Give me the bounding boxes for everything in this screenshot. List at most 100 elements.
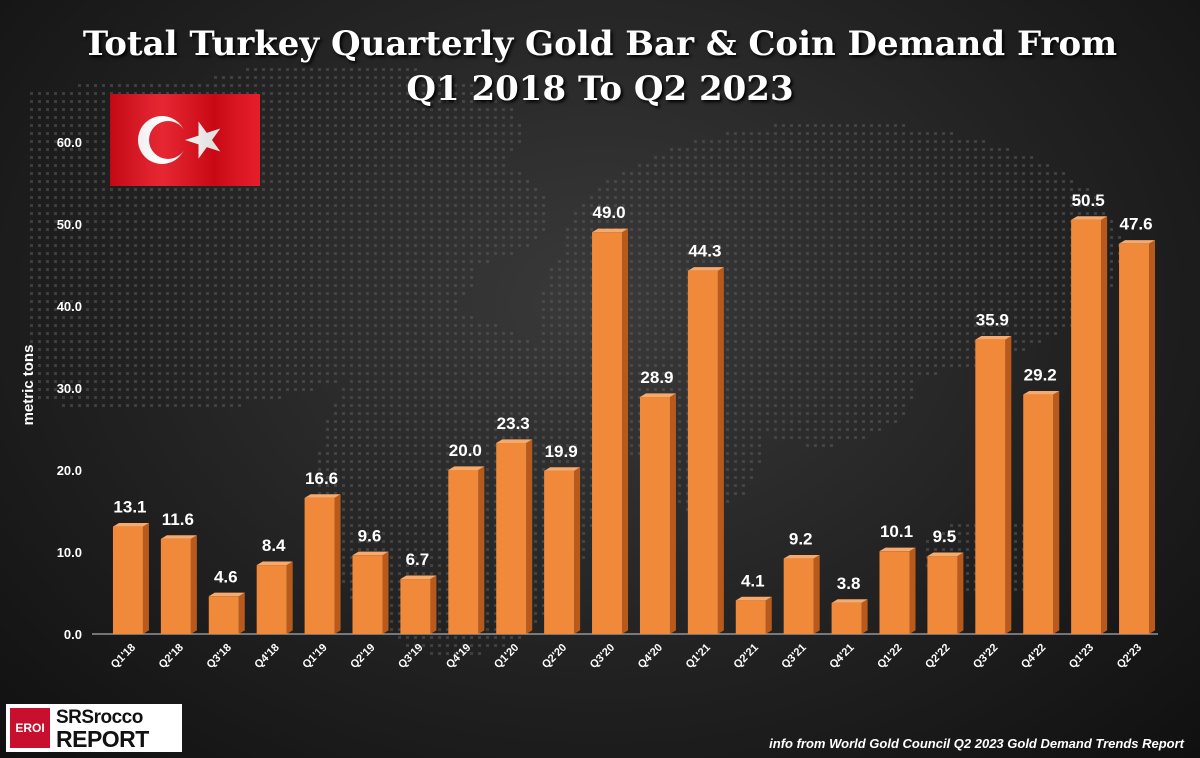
turkey-flag-icon xyxy=(110,94,260,186)
bar xyxy=(448,470,479,634)
x-tick-label: Q3'19 xyxy=(396,642,425,671)
bar xyxy=(1071,219,1102,634)
data-label: 4.6 xyxy=(214,567,238,586)
data-label: 20.0 xyxy=(449,441,482,460)
bar-side xyxy=(1101,216,1108,635)
bar-side xyxy=(669,393,676,634)
chart-title: Total Turkey Quarterly Gold Bar & Coin D… xyxy=(0,22,1200,112)
bar-side xyxy=(478,466,485,634)
map-dots xyxy=(30,68,1121,655)
bar-side xyxy=(430,575,437,634)
bar-side xyxy=(957,552,964,634)
bar xyxy=(256,565,287,634)
bar-side xyxy=(909,547,916,634)
bar-top xyxy=(1119,240,1156,244)
bar-top xyxy=(831,599,868,603)
data-label: 11.6 xyxy=(162,510,194,529)
y-tick-label: 30.0 xyxy=(57,381,82,396)
x-tick-label: Q2'22 xyxy=(923,642,952,671)
bar-side xyxy=(1053,390,1060,634)
data-label: 28.9 xyxy=(640,368,673,387)
bar-side xyxy=(717,267,724,634)
x-tick-label: Q2'21 xyxy=(732,642,761,671)
logo-text-line-2: REPORT xyxy=(56,726,149,752)
chart-title-line-2: Q1 2018 To Q2 2023 xyxy=(406,69,794,109)
bar-top xyxy=(639,393,676,398)
x-tick-label: Q3'18 xyxy=(205,642,234,671)
x-tick-label: Q4'22 xyxy=(1019,642,1048,671)
data-label: 50.5 xyxy=(1072,191,1105,210)
data-label: 4.1 xyxy=(741,571,765,590)
bar-side xyxy=(286,561,293,634)
bar-top xyxy=(304,494,341,498)
data-label: 19.9 xyxy=(545,442,578,461)
bar-top xyxy=(112,522,149,527)
x-tick-label: Q1'20 xyxy=(492,642,521,671)
bar xyxy=(208,596,239,634)
data-label: 9.5 xyxy=(933,527,957,546)
bar xyxy=(1119,243,1150,634)
x-tick-label: Q2'19 xyxy=(348,642,377,671)
bar xyxy=(496,442,527,634)
bar-side xyxy=(142,522,149,634)
y-tick-label: 0.0 xyxy=(64,627,82,642)
bar-side xyxy=(861,599,868,634)
x-tick-label: Q3'20 xyxy=(588,642,617,671)
bar xyxy=(1023,394,1054,634)
bar xyxy=(112,526,143,634)
bar-side xyxy=(238,592,245,634)
data-label: 47.6 xyxy=(1119,215,1152,234)
data-label: 9.6 xyxy=(358,526,382,545)
bar xyxy=(687,270,718,634)
bar-side xyxy=(574,467,581,634)
srsrocco-report-logo: EROI SRSrocco REPORT xyxy=(6,704,182,752)
bar xyxy=(544,470,575,634)
x-tick-label: Q4'21 xyxy=(827,642,856,671)
bar-top xyxy=(927,552,964,557)
bar-top xyxy=(400,575,437,580)
x-tick-label: Q4'19 xyxy=(444,642,473,671)
bar xyxy=(831,602,862,634)
bar-top xyxy=(687,267,724,271)
bar-top xyxy=(1023,390,1060,395)
bar-top xyxy=(448,466,485,470)
x-tick-label: Q2'18 xyxy=(157,642,186,671)
data-label: 3.8 xyxy=(837,574,861,593)
bar-top xyxy=(975,336,1012,340)
bar-side xyxy=(526,439,533,634)
bar xyxy=(879,551,910,634)
y-axis-label: metric tons xyxy=(20,345,37,426)
bar xyxy=(352,555,383,634)
x-tick-label: Q4'20 xyxy=(636,642,665,671)
y-tick-label: 60.0 xyxy=(57,135,82,150)
bar-top xyxy=(496,439,533,443)
data-label: 6.7 xyxy=(406,550,430,569)
bar-top xyxy=(879,547,916,552)
bar xyxy=(927,556,958,634)
data-label: 9.2 xyxy=(789,530,813,549)
bar xyxy=(639,397,670,634)
bar-side xyxy=(813,554,820,634)
bar-top xyxy=(735,596,772,601)
data-label: 44.3 xyxy=(688,242,721,261)
data-label: 10.1 xyxy=(880,522,913,541)
bar xyxy=(735,600,766,634)
y-tick-label: 20.0 xyxy=(57,463,82,478)
bar xyxy=(783,558,814,634)
x-tick-label: Q3'22 xyxy=(971,642,1000,671)
x-tick-label: Q1'18 xyxy=(109,642,138,671)
bar xyxy=(975,339,1006,634)
x-tick-label: Q1'23 xyxy=(1067,642,1096,671)
logo-text-line-1: SRSrocco xyxy=(56,707,143,728)
bar-side xyxy=(1149,240,1156,634)
x-tick-label: Q2'20 xyxy=(540,642,569,671)
source-note: info from World Gold Council Q2 2023 Gol… xyxy=(769,736,1184,751)
bar-top xyxy=(256,561,293,566)
bar xyxy=(160,538,191,634)
y-tick-label: 40.0 xyxy=(57,299,82,314)
eroi-badge: EROI xyxy=(10,708,50,748)
data-label: 16.6 xyxy=(305,469,338,488)
bar-top xyxy=(1071,216,1108,220)
